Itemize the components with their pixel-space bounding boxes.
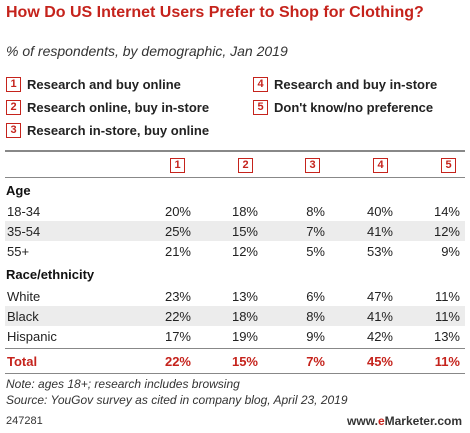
row-label: 35-54 <box>7 224 41 239</box>
cell-value: 18% <box>231 309 258 324</box>
legend-item-4: 4 Research and buy in-store <box>253 77 437 92</box>
table-row-black: Black 22% 18% 8% 41% 11% <box>5 306 465 326</box>
table-row-55-plus: 55+ 21% 12% 5% 53% 9% <box>5 241 465 261</box>
row-label: Total <box>7 354 38 369</box>
chart-subtitle: % of respondents, by demographic, Jan 20… <box>6 43 288 59</box>
cell-value: 22% <box>164 309 191 324</box>
cell-value: 8% <box>306 204 325 219</box>
footer-divider <box>5 373 465 374</box>
row-label: 55+ <box>7 244 30 259</box>
legend-label: Don't know/no preference <box>274 100 434 115</box>
cell-value: 11% <box>434 309 460 324</box>
chart-note: Note: ages 18+; research includes browsi… <box>6 377 240 391</box>
brand-prefix: www. <box>347 414 378 428</box>
legend-item-1: 1 Research and buy online <box>6 77 181 92</box>
cell-value: 42% <box>366 329 393 344</box>
column-header-3: 3 <box>305 158 320 173</box>
legend-number-box: 4 <box>253 77 268 92</box>
cell-value: 41% <box>366 224 393 239</box>
legend-label: Research and buy in-store <box>274 77 438 92</box>
row-label: 18-34 <box>7 204 41 219</box>
cell-value: 22% <box>164 354 191 369</box>
cell-value: 47% <box>366 289 393 304</box>
cell-value: 18% <box>231 204 258 219</box>
cell-value: 7% <box>306 354 325 369</box>
cell-value: 21% <box>164 244 191 259</box>
cell-value: 45% <box>366 354 393 369</box>
cell-value: 12% <box>231 244 258 259</box>
total-divider <box>5 348 465 349</box>
row-label: Hispanic <box>7 329 57 344</box>
legend-label: Research online, buy in-store <box>27 100 210 115</box>
section-heading-race-ethnicity: Race/ethnicity <box>6 267 95 282</box>
legend-item-3: 3 Research in-store, buy online <box>6 123 209 138</box>
row-label: Black <box>7 309 39 324</box>
legend-number-box: 5 <box>253 100 268 115</box>
table-row-18-34: 18-34 20% 18% 8% 40% 14% <box>5 201 465 221</box>
table-row-white: White 23% 13% 6% 47% 11% <box>5 286 465 306</box>
cell-value: 23% <box>164 289 191 304</box>
row-label: White <box>7 289 41 304</box>
cell-value: 14% <box>433 204 460 219</box>
cell-value: 53% <box>366 244 393 259</box>
legend-label: Research and buy online <box>27 77 181 92</box>
cell-value: 15% <box>231 224 258 239</box>
table-row-35-54: 35-54 25% 15% 7% 41% 12% <box>5 221 465 241</box>
cell-value: 19% <box>231 329 258 344</box>
chart-source: Source: YouGov survey as cited in compan… <box>6 393 348 407</box>
table-divider <box>5 177 465 178</box>
cell-value: 12% <box>433 224 460 239</box>
cell-value: 20% <box>164 204 191 219</box>
cell-value: 13% <box>433 329 460 344</box>
cell-value: 7% <box>306 224 325 239</box>
cell-value: 41% <box>366 309 393 324</box>
legend-number-box: 3 <box>6 123 21 138</box>
header-divider <box>5 150 465 152</box>
brand-e: e <box>377 414 385 428</box>
table-row-hispanic: Hispanic 17% 19% 9% 42% 13% <box>5 326 465 346</box>
cell-value: 11% <box>434 354 460 369</box>
cell-value: 25% <box>164 224 191 239</box>
brand-logo: www.eMarketer.com <box>347 414 462 428</box>
legend-item-5: 5 Don't know/no preference <box>253 100 433 115</box>
column-header-5: 5 <box>441 158 456 173</box>
brand-rest: Marketer.com <box>384 414 462 428</box>
legend-number-box: 2 <box>6 100 21 115</box>
cell-value: 6% <box>306 289 325 304</box>
table-row-total: Total 22% 15% 7% 45% 11% <box>5 351 465 371</box>
chart-title: How Do US Internet Users Prefer to Shop … <box>6 4 424 21</box>
section-heading-age: Age <box>6 183 31 198</box>
cell-value: 9% <box>441 244 460 259</box>
cell-value: 17% <box>164 329 191 344</box>
cell-value: 5% <box>306 244 325 259</box>
column-header-1: 1 <box>170 158 185 173</box>
cell-value: 11% <box>434 289 460 304</box>
chart-id: 247281 <box>6 415 43 427</box>
cell-value: 8% <box>306 309 325 324</box>
column-header-4: 4 <box>373 158 388 173</box>
legend-item-2: 2 Research online, buy in-store <box>6 100 209 115</box>
cell-value: 40% <box>366 204 393 219</box>
legend-label: Research in-store, buy online <box>27 123 210 138</box>
legend-number-box: 1 <box>6 77 21 92</box>
cell-value: 15% <box>231 354 258 369</box>
cell-value: 13% <box>231 289 258 304</box>
cell-value: 9% <box>306 329 325 344</box>
column-header-2: 2 <box>238 158 253 173</box>
